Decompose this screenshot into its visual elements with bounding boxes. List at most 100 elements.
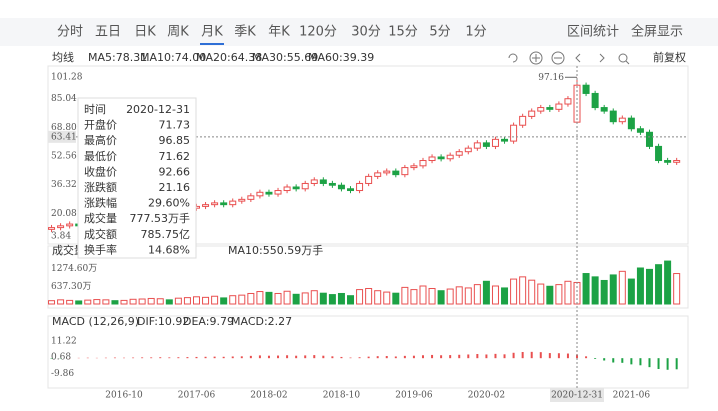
candle-body [473, 142, 481, 149]
macd-bar [213, 356, 216, 359]
macd-bar [494, 353, 497, 359]
tooltip-box [77, 97, 197, 259]
volume-bar [129, 298, 137, 305]
volume-bar [93, 299, 101, 305]
ma-button[interactable]: 均线 [52, 50, 74, 64]
volume-bar [645, 268, 653, 305]
volume-bar [383, 291, 391, 305]
candle-body [256, 191, 264, 197]
candle-body [220, 202, 228, 206]
tab[interactable]: 5分 [429, 25, 450, 40]
macd-bar [585, 356, 588, 359]
candle-body [57, 225, 65, 229]
candle-body [337, 184, 345, 190]
volume-bar [183, 297, 191, 305]
toolbar-icons[interactable] [508, 51, 630, 65]
candle-body [356, 182, 364, 192]
macd-bar [421, 355, 424, 359]
tab[interactable]: 周K [167, 25, 189, 40]
tab[interactable]: 分时 [57, 25, 83, 40]
candle-body [392, 170, 400, 176]
volume-bar [57, 299, 65, 305]
volume-bar [392, 292, 400, 305]
macd-bar [431, 354, 434, 359]
candle-body [328, 182, 336, 186]
link[interactable]: 区间统计 [567, 25, 619, 40]
volume-bar [591, 276, 599, 305]
x-tick-label: 2017-06 [178, 391, 216, 401]
macd-bar [458, 354, 461, 359]
y-tick-label: 1274.60万 [51, 264, 97, 274]
candle-body [247, 195, 255, 200]
macd-bar [648, 358, 651, 368]
link[interactable]: 全屏显示 [631, 24, 683, 40]
tab[interactable]: 15分 [388, 25, 418, 40]
volume-bar [446, 288, 454, 305]
volume-bar [274, 292, 282, 305]
volume-bar [618, 270, 626, 305]
tab[interactable]: 1分 [465, 25, 486, 40]
volume-bar [256, 291, 264, 305]
y-tick-label: 637.30万 [51, 282, 92, 292]
volume-bar [510, 278, 518, 305]
volume-bar [482, 280, 490, 305]
volume-bar [66, 299, 74, 305]
crosshair-label-bg [48, 130, 76, 143]
macd-bar [295, 355, 298, 359]
candle-body [446, 154, 454, 160]
macd-bar [503, 354, 506, 359]
adjust-button[interactable]: 前复权 [653, 50, 686, 64]
y-tick-label: 0.68 [51, 353, 71, 363]
max-marker: 97.16 [538, 73, 564, 83]
macd-bar [168, 357, 171, 359]
macd-bar [113, 357, 116, 359]
macd-bar [286, 355, 289, 359]
macd-bar [177, 357, 180, 359]
volume-bar [328, 294, 336, 305]
y-tick-label: 36.32 [51, 180, 77, 190]
candle-body [528, 110, 536, 117]
volume-bar [528, 279, 536, 305]
candle-body [618, 117, 626, 123]
candle-body [48, 227, 56, 230]
tab[interactable]: 120分 [299, 25, 337, 40]
macd-bar [331, 356, 334, 359]
macd-bar [267, 355, 270, 359]
volume-bar [111, 300, 119, 305]
volume-bar [120, 299, 128, 305]
candle-body [482, 142, 490, 147]
macd-bar [594, 358, 597, 359]
tab[interactable]: 30分 [351, 25, 381, 40]
macd-bar [576, 354, 579, 359]
macd-bar [313, 355, 316, 359]
macd-bar [322, 355, 325, 359]
macd-bar [204, 356, 207, 359]
volume-bar [147, 297, 155, 305]
candle-body [564, 98, 572, 105]
tooltip-value: 2020-12-31 [126, 103, 190, 116]
tab[interactable]: 季K [234, 25, 256, 40]
tooltip-label: 换手率 [84, 242, 117, 256]
legend-entry: MA20:64.38 [196, 51, 262, 64]
macd-bar [258, 355, 261, 359]
macd-bar [449, 355, 452, 359]
tab[interactable]: 月K [201, 25, 223, 40]
x-tick-label: 2020-12-31 [551, 391, 603, 401]
macd-bar [159, 357, 162, 359]
y-tick-label: 11.22 [51, 336, 77, 346]
volume-bar [473, 284, 481, 305]
macd-bar [666, 358, 669, 370]
volume-bar [501, 287, 509, 305]
y-tick-label: 68.80 [51, 123, 77, 133]
tab[interactable]: 日K [134, 25, 156, 40]
volume-bar [220, 297, 228, 305]
tab[interactable]: 五日 [95, 25, 121, 40]
y-tick-label: 101.28 [51, 73, 83, 83]
y-tick-label: 85.04 [51, 94, 77, 104]
volume-bar [138, 298, 146, 305]
volume-bar [374, 290, 382, 305]
candle-body [582, 84, 590, 94]
macd-bar [132, 357, 135, 359]
tab[interactable]: 年K [268, 25, 290, 40]
